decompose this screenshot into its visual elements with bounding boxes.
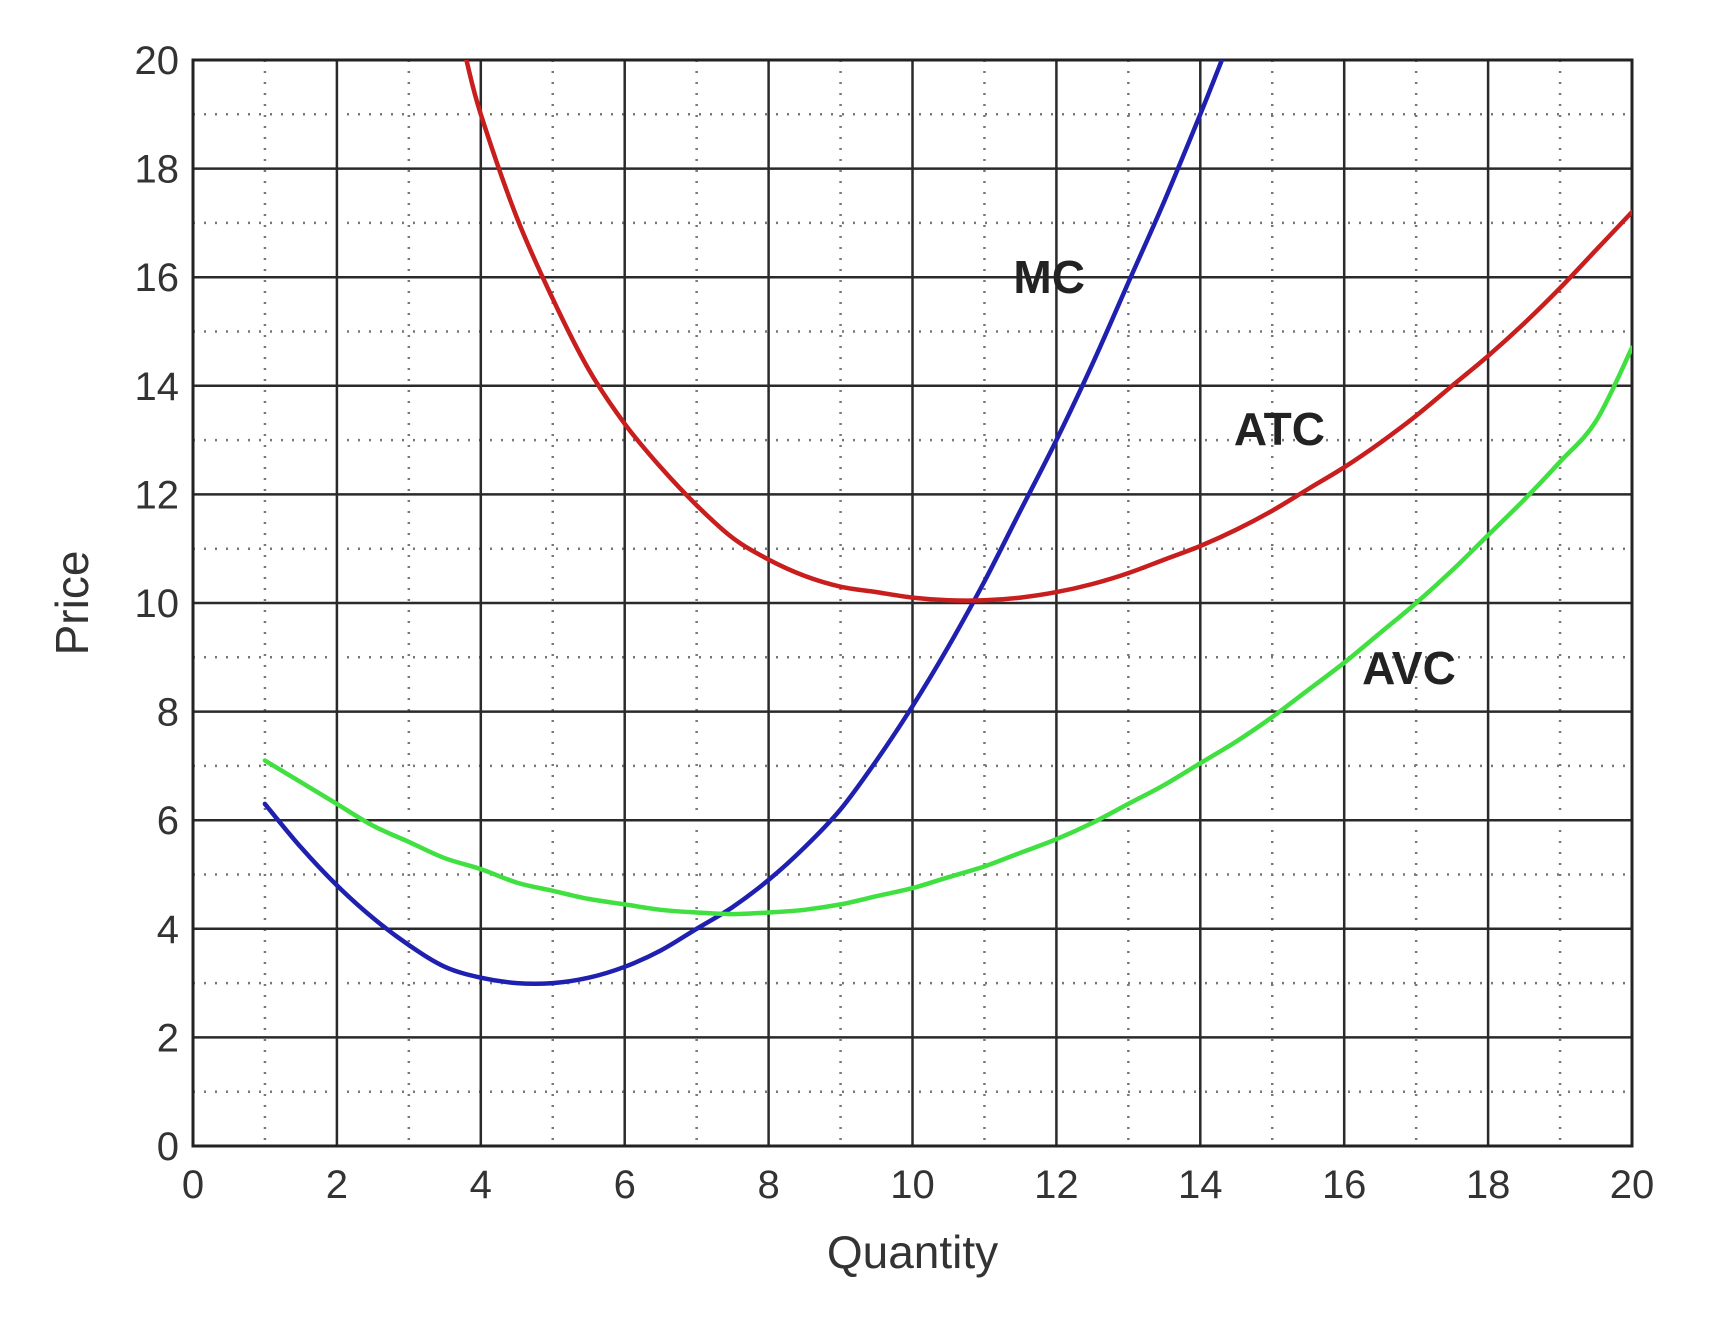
series-line-avc (262, 345, 1632, 917)
y-tick-label: 18 (135, 148, 180, 192)
y-tick-label: 14 (135, 365, 180, 409)
x-tick-label: 4 (470, 1163, 492, 1207)
curve-labels: MC ATC AVC (1013, 251, 1455, 694)
y-tick-label: 12 (135, 473, 180, 517)
plot-frame (191, 58, 1634, 1148)
y-tick-label: 10 (135, 582, 180, 626)
x-tick-label: 6 (614, 1163, 636, 1207)
x-tick-label: 12 (1034, 1163, 1079, 1207)
x-tick-label: 0 (182, 1163, 204, 1207)
x-tick-label: 20 (1610, 1163, 1655, 1207)
curve-label-mc: MC (1013, 251, 1085, 303)
series-line-atc (464, 60, 1632, 603)
y-tick-label: 16 (135, 256, 180, 300)
x-tick-label: 2 (326, 1163, 348, 1207)
y-tick-label: 20 (135, 39, 180, 83)
x-tick-label: 16 (1322, 1163, 1367, 1207)
x-tick-label: 14 (1178, 1163, 1223, 1207)
x-tick-label: 10 (890, 1163, 935, 1207)
y-tick-label: 8 (157, 691, 179, 735)
y-tick-label: 6 (157, 799, 179, 843)
x-tick-label: 18 (1466, 1163, 1511, 1207)
x-tick-label: 8 (757, 1163, 779, 1207)
x-axis-title: Quantity (827, 1226, 998, 1278)
y-tick-label: 4 (157, 908, 179, 952)
series (262, 60, 1632, 987)
curve-label-avc: AVC (1362, 642, 1456, 694)
y-tick-label: 2 (157, 1016, 179, 1060)
y-axis-title: Price (46, 551, 98, 656)
tick-labels: 0 2 4 6 8 10 12 14 16 18 20 0 2 4 6 8 10 12 14 16 18 20 (135, 39, 1655, 1207)
series-line-mc (262, 60, 1225, 987)
y-tick-label: 0 (157, 1125, 179, 1169)
curve-label-atc: ATC (1234, 403, 1325, 455)
